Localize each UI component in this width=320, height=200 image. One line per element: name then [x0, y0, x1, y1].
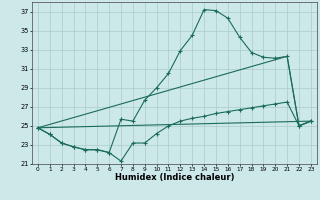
X-axis label: Humidex (Indice chaleur): Humidex (Indice chaleur): [115, 173, 234, 182]
